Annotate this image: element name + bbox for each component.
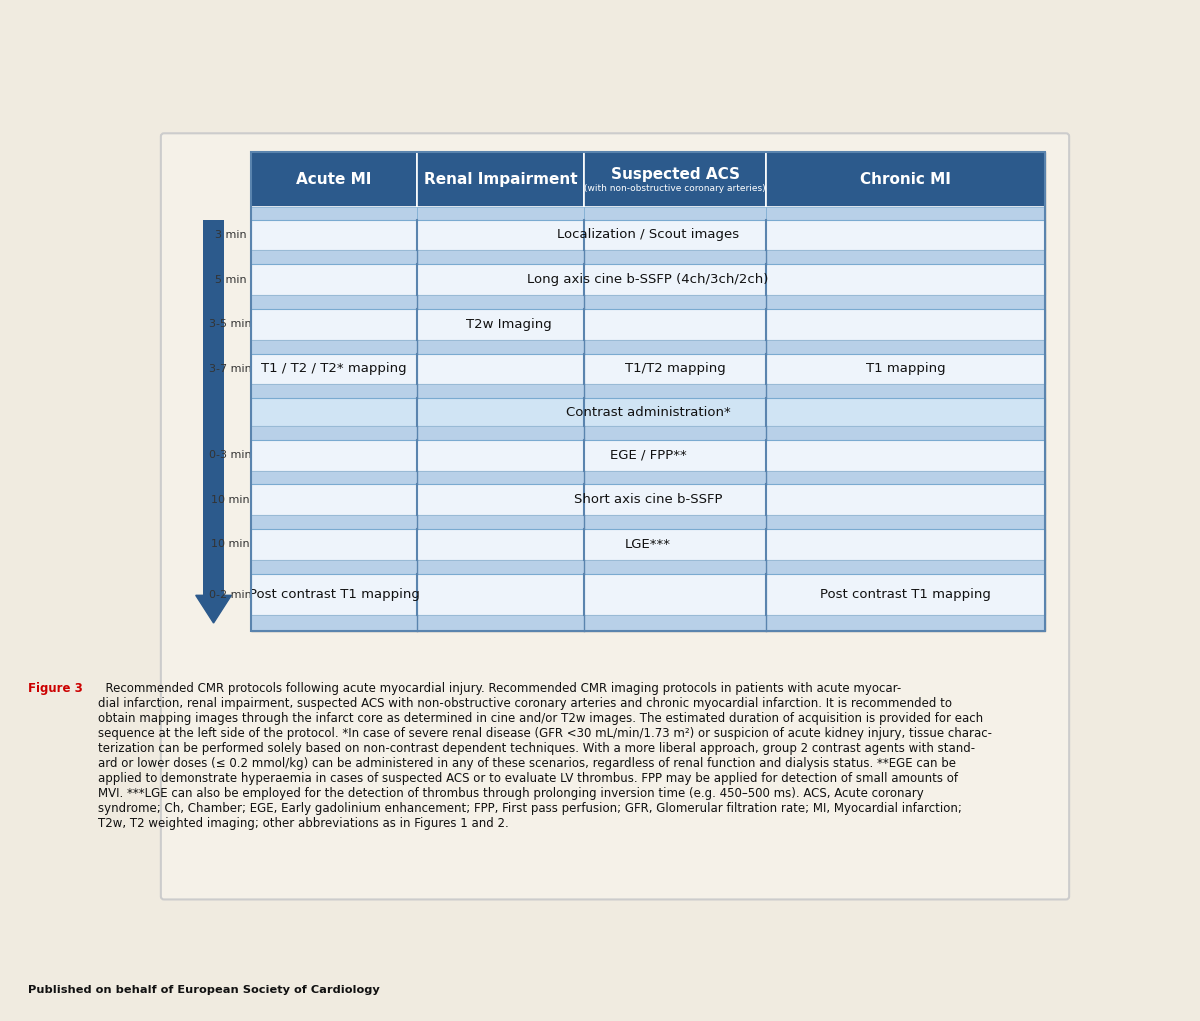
- Bar: [766, 353, 1045, 384]
- Text: T2w Imaging: T2w Imaging: [466, 318, 551, 331]
- Bar: [251, 340, 1045, 353]
- Bar: [251, 471, 1045, 484]
- Bar: [251, 484, 1045, 516]
- Text: Post contrast T1 mapping: Post contrast T1 mapping: [248, 588, 420, 601]
- Bar: [766, 152, 1045, 207]
- Bar: [251, 516, 1045, 529]
- Bar: [418, 574, 584, 616]
- Text: 3 min: 3 min: [215, 230, 246, 240]
- Text: Short axis cine b-SSFP: Short axis cine b-SSFP: [574, 493, 722, 506]
- Text: Acute MI: Acute MI: [296, 172, 372, 187]
- Bar: [251, 560, 1045, 574]
- Text: Suspected ACS: Suspected ACS: [611, 166, 739, 182]
- Bar: [584, 574, 766, 616]
- Bar: [766, 309, 1045, 340]
- Text: Chronic MI: Chronic MI: [860, 172, 952, 187]
- Bar: [251, 353, 418, 384]
- Text: 0-3 min: 0-3 min: [209, 450, 252, 460]
- Bar: [251, 440, 1045, 471]
- Text: Localization / Scout images: Localization / Scout images: [557, 229, 739, 241]
- Text: T1/T2 mapping: T1/T2 mapping: [625, 362, 726, 376]
- Text: 3-7 min: 3-7 min: [209, 363, 252, 374]
- Bar: [251, 207, 418, 220]
- Bar: [418, 353, 584, 384]
- Bar: [584, 207, 766, 220]
- Bar: [203, 220, 224, 595]
- Bar: [251, 152, 418, 207]
- Bar: [251, 309, 766, 340]
- Text: (with non-obstructive coronary arteries): (with non-obstructive coronary arteries): [584, 184, 766, 193]
- Bar: [251, 426, 1045, 440]
- Bar: [251, 295, 1045, 309]
- Text: 10 min: 10 min: [211, 495, 250, 504]
- Text: 0-2 min: 0-2 min: [209, 589, 252, 599]
- Bar: [251, 398, 1045, 426]
- Text: Renal Impairment: Renal Impairment: [424, 172, 577, 187]
- Bar: [251, 250, 1045, 264]
- Bar: [251, 220, 1045, 250]
- Bar: [251, 529, 1045, 560]
- Polygon shape: [196, 595, 232, 623]
- Bar: [251, 574, 418, 616]
- Text: LGE***: LGE***: [625, 538, 671, 551]
- Bar: [418, 152, 584, 207]
- Text: T1 mapping: T1 mapping: [866, 362, 946, 376]
- FancyBboxPatch shape: [161, 134, 1069, 900]
- Bar: [251, 264, 1045, 295]
- Bar: [766, 207, 1045, 220]
- Text: Post contrast T1 mapping: Post contrast T1 mapping: [820, 588, 991, 601]
- Bar: [251, 616, 1045, 631]
- Bar: [766, 574, 1045, 616]
- Text: Figure 3: Figure 3: [28, 682, 83, 695]
- Bar: [584, 152, 766, 207]
- Text: Recommended CMR protocols following acute myocardial injury. Recommended CMR ima: Recommended CMR protocols following acut…: [97, 682, 991, 830]
- Bar: [251, 152, 1045, 631]
- Text: Long axis cine b-SSFP (4ch/3ch/2ch): Long axis cine b-SSFP (4ch/3ch/2ch): [527, 273, 769, 286]
- Text: 5 min: 5 min: [215, 275, 246, 285]
- Text: 3-5 min: 3-5 min: [209, 320, 252, 329]
- Text: Contrast administration*: Contrast administration*: [565, 405, 731, 419]
- Bar: [251, 152, 1045, 631]
- Text: T1 / T2 / T2* mapping: T1 / T2 / T2* mapping: [262, 362, 407, 376]
- Bar: [251, 384, 1045, 398]
- Text: Published on behalf of European Society of Cardiology: Published on behalf of European Society …: [28, 985, 379, 995]
- Bar: [584, 353, 766, 384]
- Text: EGE / FPP**: EGE / FPP**: [610, 448, 686, 461]
- Text: 10 min: 10 min: [211, 539, 250, 549]
- Bar: [418, 207, 584, 220]
